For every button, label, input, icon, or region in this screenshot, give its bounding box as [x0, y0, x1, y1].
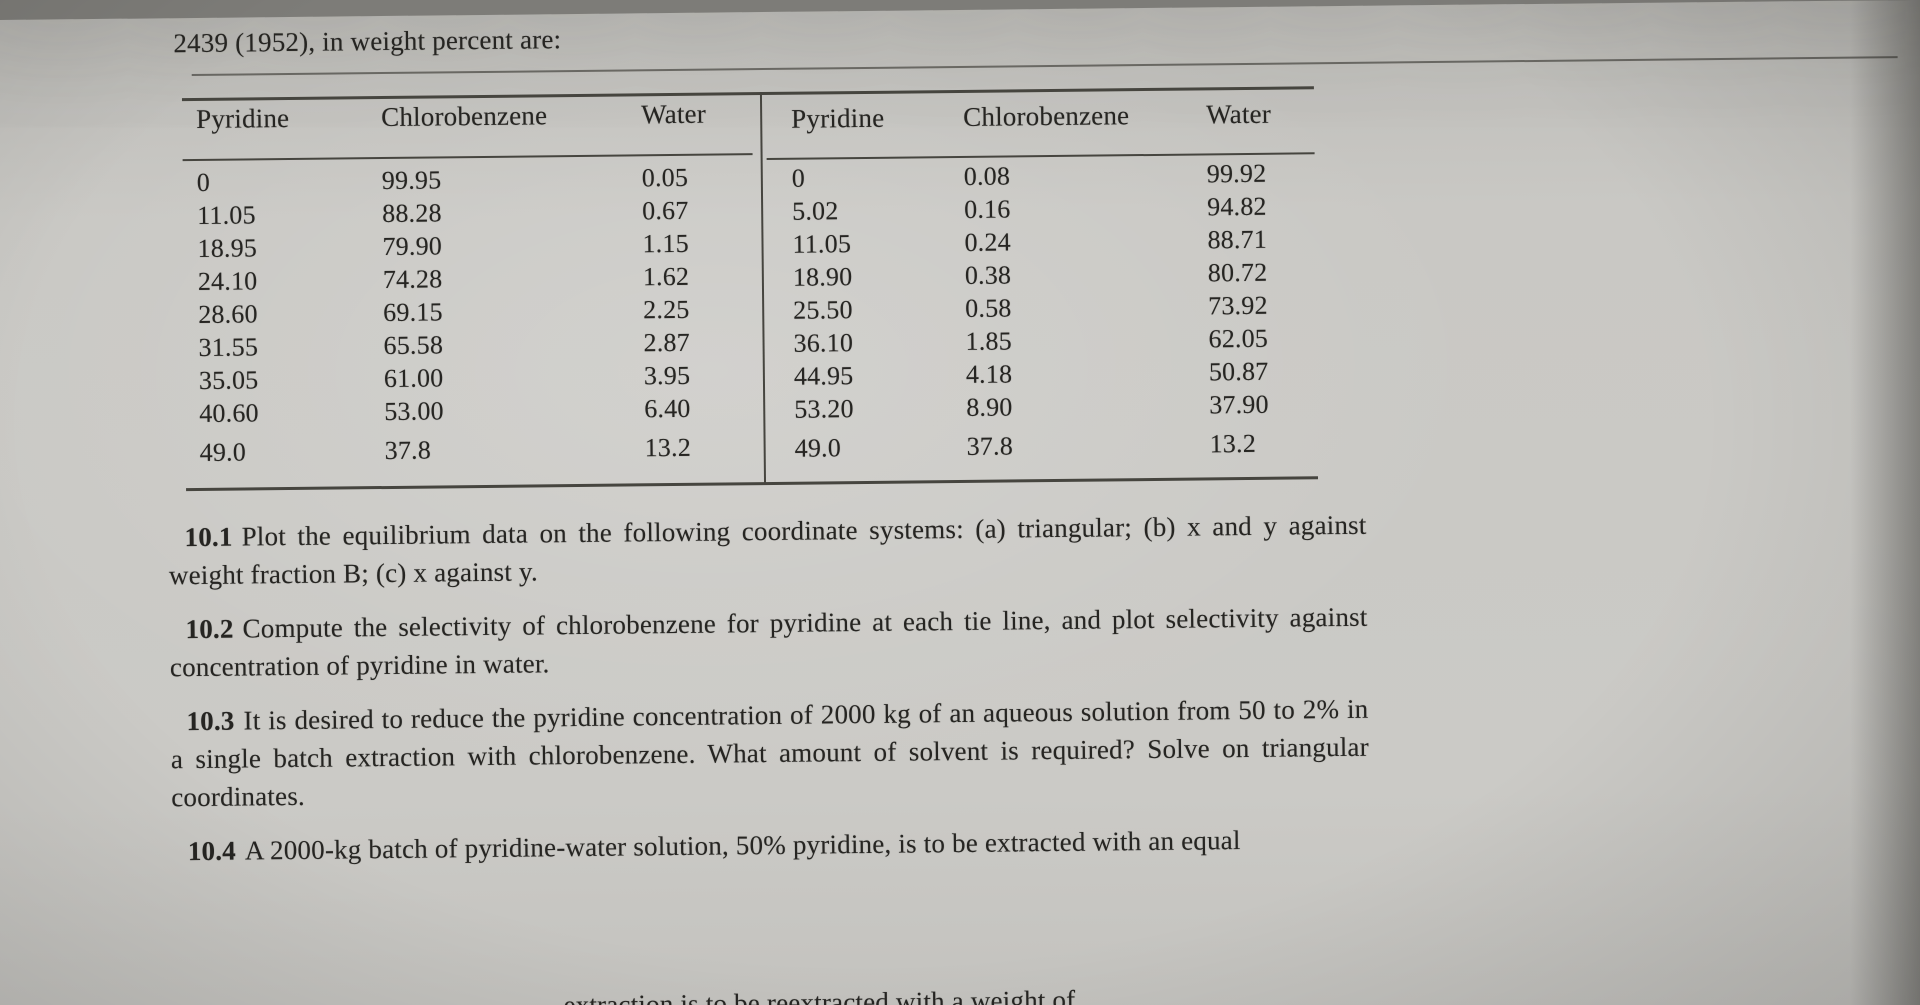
table-cell: 8.90 — [966, 392, 1013, 422]
problem-text: Compute the selectivity of chlorobenzene… — [169, 601, 1368, 683]
table-cell: 88.28 — [382, 198, 442, 229]
table-cell: 0.08 — [963, 161, 1011, 191]
table-cell: 0.58 — [965, 293, 1012, 323]
column-header-water: Water — [1206, 98, 1272, 130]
table-cell: 24.10 — [197, 266, 258, 296]
table-cell: 73.92 — [1208, 290, 1268, 321]
problems-section: 10.1 Plot the equilibrium data on the fol… — [168, 506, 1370, 887]
table-cell: 11.05 — [197, 200, 256, 230]
column-header-chlorobenzene: Chlorobenzene — [963, 100, 1130, 132]
table-cell: 13.2 — [1209, 428, 1257, 459]
problem-number: 10.2 — [185, 613, 234, 645]
table-cell: 79.90 — [382, 231, 443, 262]
table-cell: 0.24 — [964, 227, 1011, 257]
table-cell: 1.15 — [642, 228, 689, 259]
table-row: 53.20 8.90 37.90 — [794, 389, 1329, 428]
table-cell: 0.38 — [964, 260, 1012, 290]
table-row: 36.10 1.85 62.05 — [793, 323, 1328, 362]
table-row: 25.50 0.58 73.92 — [793, 290, 1328, 329]
table-row: 5.02 0.16 94.82 — [792, 191, 1327, 230]
problem-paragraph: 10.3 It is desired to reduce the pyridine… — [170, 690, 1369, 817]
table-cell: 25.50 — [793, 295, 853, 325]
table-cell: 3.95 — [643, 360, 691, 391]
table-row: 18.90 0.38 80.72 — [793, 257, 1328, 296]
table-cell: 18.95 — [197, 233, 258, 263]
table-cell: 74.28 — [382, 264, 443, 295]
table-cell: 49.0 — [199, 437, 247, 467]
table-cell: 80.72 — [1207, 257, 1268, 288]
table-cell: 37.8 — [384, 435, 432, 466]
table-cell: 65.58 — [383, 330, 444, 361]
table-cell: 2.87 — [643, 327, 691, 358]
table-cell: 1.62 — [642, 261, 690, 292]
table-body: 0 99.95 0.05 11.05 88.28 0.67 18.95 79.90 1.15 24… — [197, 162, 755, 471]
table-cell: 94.82 — [1207, 191, 1267, 222]
table-cell: 88.71 — [1207, 224, 1268, 255]
table-cell: 53.20 — [794, 394, 854, 424]
problem-number: 10.1 — [184, 521, 233, 553]
table-row: 0 0.08 99.92 — [792, 158, 1327, 197]
table-cell: 18.90 — [792, 262, 853, 292]
problem-paragraph: 10.4 A 2000-kg batch of pyridine-water so… — [172, 820, 1370, 871]
table-cell: 53.00 — [384, 396, 444, 427]
table-cell: 99.92 — [1206, 158, 1267, 189]
table-header-row: Pyridine Chlorobenzene Water — [196, 98, 752, 168]
table-cell: 0 — [791, 163, 806, 193]
table-row: 44.95 4.18 50.87 — [794, 356, 1329, 395]
table-cell: 37.8 — [966, 431, 1014, 461]
table-cell: 4.18 — [965, 359, 1013, 389]
table-cell: 62.05 — [1208, 323, 1269, 354]
table-cell: 2.25 — [643, 294, 690, 325]
table-cell: 49.0 — [794, 433, 842, 463]
table-cell: 11.05 — [792, 229, 852, 259]
table-cell: 0 — [196, 167, 211, 197]
table-cell: 37.90 — [1209, 389, 1269, 420]
table-cell: 69.15 — [383, 297, 443, 328]
table-cell: 0.05 — [641, 162, 689, 193]
column-header-pyridine: Pyridine — [791, 102, 885, 134]
table-cell: 36.10 — [793, 328, 854, 358]
problem-paragraph: 10.2 Compute the selectivity of chloroben… — [169, 598, 1368, 687]
problem-text: It is desired to reduce the pyridine con… — [170, 693, 1369, 813]
problem-text: Plot the equilibrium data on the followi… — [168, 509, 1367, 591]
table-body: 0 0.08 99.92 5.02 0.16 94.82 11.05 0.24 88.71 18.… — [792, 158, 1330, 467]
table-cell: 40.60 — [199, 398, 259, 428]
table-header-row: Pyridine Chlorobenzene Water — [791, 98, 1327, 164]
problem-number: 10.4 — [187, 835, 237, 867]
table-row: 49.0 37.8 13.2 — [794, 422, 1329, 467]
table-row: 49.0 37.8 13.2 — [199, 426, 754, 471]
problem-number: 10.3 — [186, 705, 235, 737]
table-cell: 13.2 — [644, 432, 692, 463]
table-cell: 35.05 — [198, 365, 259, 395]
table-cell: 50.87 — [1208, 356, 1269, 387]
equilibrium-table-left: Pyridine Chlorobenzene Water 0 99.95 0.05 1… — [196, 98, 755, 471]
column-header-pyridine: Pyridine — [196, 103, 290, 134]
table-cell: 44.95 — [793, 361, 854, 391]
table-cell: 1.85 — [965, 326, 1013, 356]
problem-text: A 2000-kg batch of pyridine-water soluti… — [244, 825, 1241, 866]
table-cell: 31.55 — [198, 332, 259, 362]
table-cell: 99.95 — [381, 165, 442, 196]
table-cell: 6.40 — [644, 393, 691, 424]
equilibrium-table-right: Pyridine Chlorobenzene Water 0 0.08 99.92 5… — [791, 98, 1330, 467]
problem-paragraph: 10.1 Plot the equilibrium data on the fol… — [168, 506, 1367, 595]
table-cell: 0.16 — [964, 194, 1011, 224]
intro-line: 2439 (1952), in weight percent are: — [173, 24, 562, 59]
table-cell: 28.60 — [198, 299, 258, 329]
table-cell: 5.02 — [792, 196, 839, 226]
table-cell: 0.67 — [642, 195, 689, 226]
column-header-chlorobenzene: Chlorobenzene — [381, 100, 548, 133]
table-row: 11.05 0.24 88.71 — [792, 224, 1327, 263]
table-cell: 61.00 — [383, 363, 444, 394]
column-header-water: Water — [640, 98, 707, 130]
